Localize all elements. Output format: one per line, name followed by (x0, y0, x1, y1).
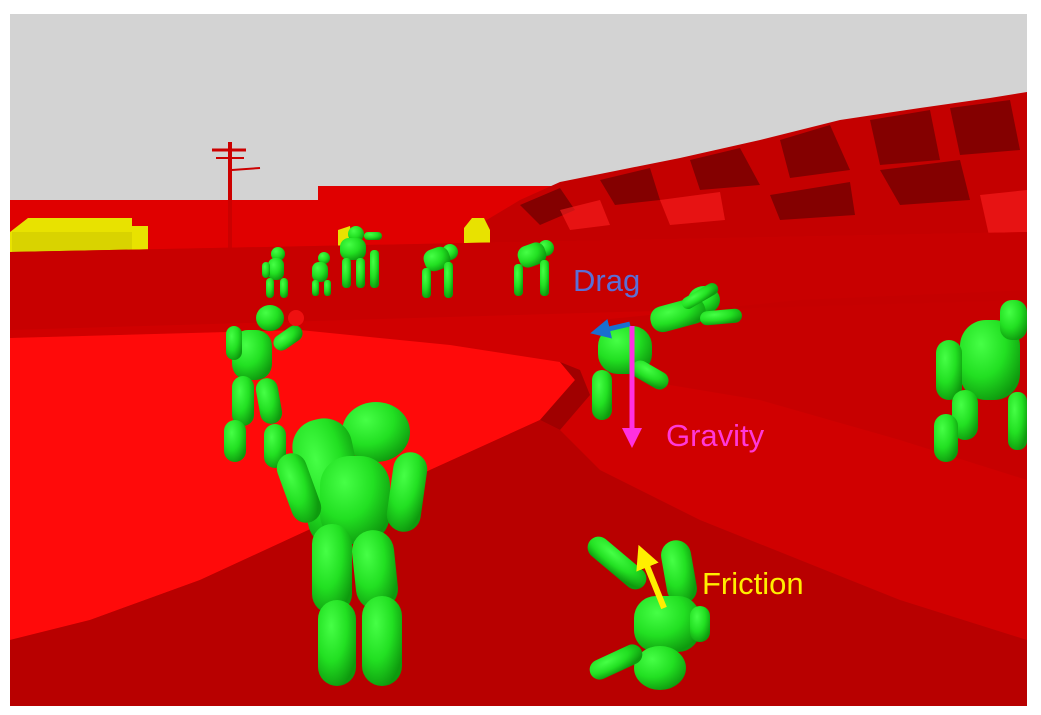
force-arrows (590, 318, 667, 610)
ground-right-slope (600, 290, 1027, 480)
figure-foreground (276, 402, 428, 686)
figure-right-edge (934, 300, 1027, 462)
drag-arrow-icon (590, 318, 631, 339)
scene-viewport: Drag Gravity Friction (10, 14, 1027, 706)
figure-fallen (587, 536, 710, 690)
figure-distant-2 (312, 252, 331, 296)
gravity-label: Gravity (666, 418, 765, 453)
figure-distant-4 (422, 244, 458, 298)
figure-distant-3 (340, 226, 382, 288)
drag-label: Drag (573, 263, 640, 298)
figure-distant-1 (262, 247, 288, 298)
ground-plateau-edge (540, 362, 590, 430)
friction-label: Friction (702, 566, 804, 601)
hill-rock-facets (520, 100, 1020, 225)
figure-distant-5 (514, 240, 554, 296)
hill-highlights (560, 190, 1027, 240)
ground-lower-band (10, 420, 1027, 706)
utility-pole (212, 142, 261, 250)
figure-midleft (224, 305, 304, 468)
distant-figures (262, 226, 554, 298)
friction-arrow-icon (636, 544, 667, 610)
